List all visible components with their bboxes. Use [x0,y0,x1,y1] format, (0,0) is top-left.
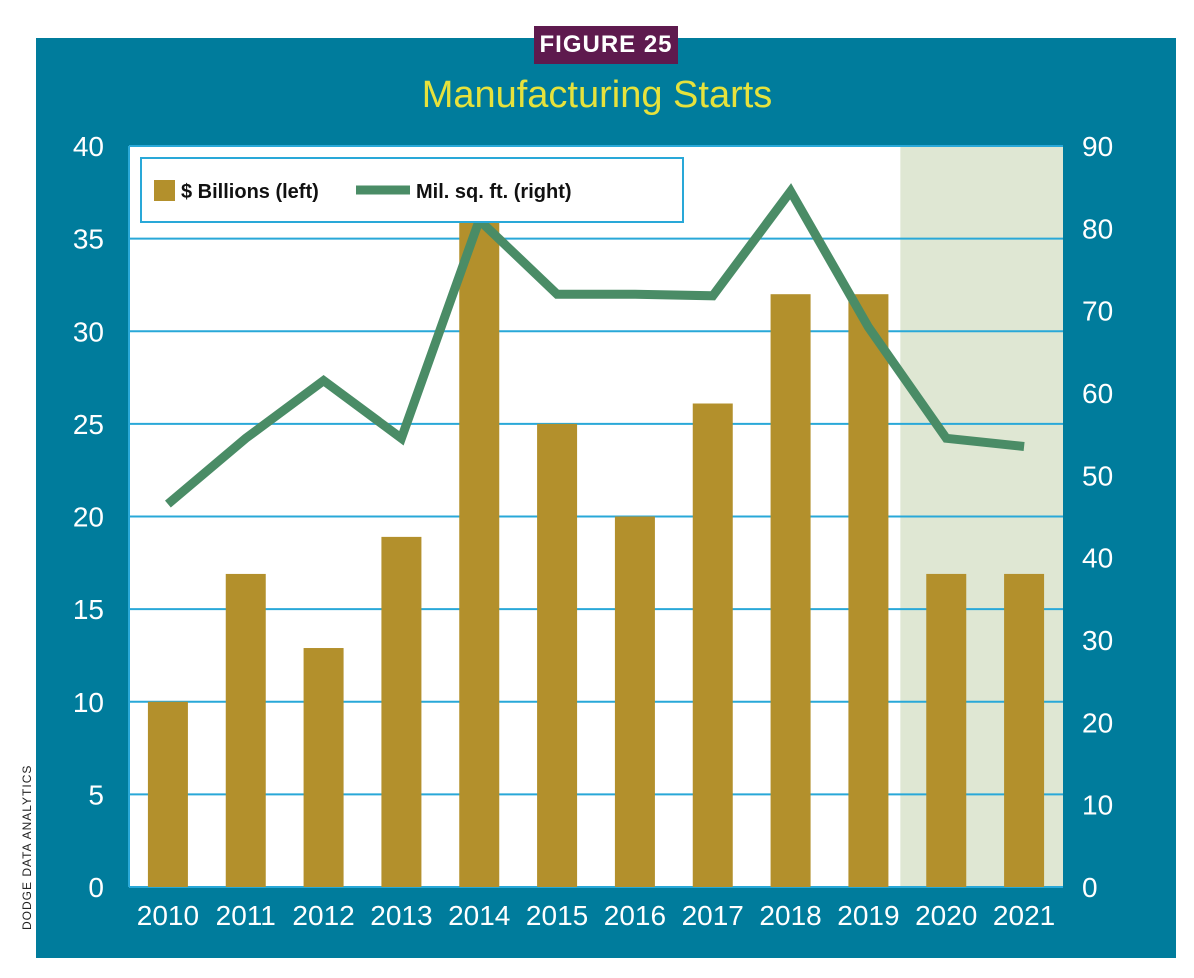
bar [381,536,422,887]
bar [770,294,811,887]
y-right-tick-label: 20 [1082,707,1113,738]
x-tick-label: 2010 [137,900,199,931]
x-tick-label: 2018 [759,900,821,931]
y-right-tick-label: 30 [1082,625,1113,656]
x-tick-label: 2016 [604,900,666,931]
x-tick-label: 2019 [837,900,899,931]
y-left-tick-label: 0 [88,872,104,903]
bar [614,516,655,887]
y-left-tick-label: 35 [73,224,104,255]
y-right-tick-label: 90 [1082,131,1113,162]
bar [848,294,889,887]
y-left-tick-label: 25 [73,409,104,440]
y-left-tick-label: 30 [73,316,104,347]
bar [1004,573,1045,887]
legend-bar-label: $ Billions (left) [181,181,319,203]
x-tick-label: 2021 [993,900,1055,931]
x-tick-label: 2014 [448,900,510,931]
y-left-tick-label: 10 [73,687,104,718]
bar [692,403,733,887]
line-series [164,183,1025,508]
x-tick-label: 2015 [526,900,588,931]
x-tick-label: 2012 [292,900,354,931]
bar [459,220,500,888]
bar [147,701,188,887]
y-right-tick-label: 10 [1082,790,1113,821]
y-right-tick-label: 60 [1082,378,1113,409]
y-left-tick-label: 5 [88,779,104,810]
y-right-tick-label: 0 [1082,872,1098,903]
bar [225,573,266,887]
y-left-tick-label: 20 [73,502,104,533]
y-right-tick-label: 70 [1082,296,1113,327]
y-right-tick-label: 40 [1082,543,1113,574]
x-tick-label: 2017 [682,900,744,931]
legend-line-label: Mil. sq. ft. (right) [416,181,572,203]
x-tick-label: 2020 [915,900,977,931]
bar [926,573,967,887]
x-tick-label: 2011 [216,900,276,931]
y-right-tick-label: 80 [1082,213,1113,244]
y-left-tick-label: 40 [73,131,104,162]
chart-title: Manufacturing Starts [421,74,773,116]
y-right-tick-label: 50 [1082,460,1113,491]
bar [537,423,578,887]
legend-bar-swatch [154,180,175,201]
legend-box [140,157,684,223]
bar [303,648,344,887]
figure-badge: FIGURE 25 [534,26,678,64]
x-tick-label: 2013 [370,900,432,931]
y-left-tick-label: 15 [73,594,104,625]
